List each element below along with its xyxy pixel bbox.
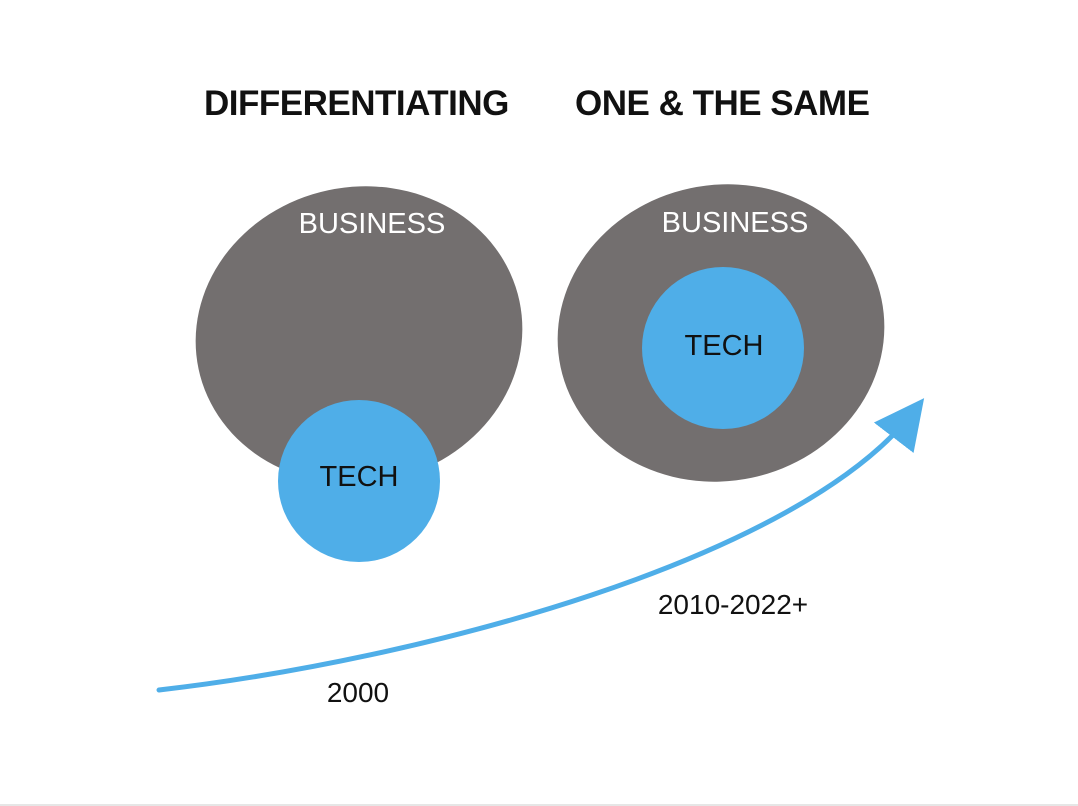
left-tech-circle — [278, 400, 440, 562]
timeline-arrow — [156, 398, 925, 693]
title-one-and-the-same: ONE & THE SAME — [575, 84, 870, 123]
left-tech-label: TECH — [320, 461, 399, 493]
timeline-start-label: 2000 — [327, 677, 389, 708]
title-differentiating: DIFFERENTIATING — [204, 84, 509, 123]
bottom-divider — [0, 804, 1078, 806]
right-diagram: BUSINESS TECH — [557, 184, 885, 482]
right-tech-label: TECH — [685, 330, 764, 362]
left-business-label: BUSINESS — [299, 208, 446, 240]
timeline-end-label: 2010-2022+ — [658, 589, 808, 620]
right-tech-circle — [642, 267, 804, 429]
right-business-label: BUSINESS — [662, 207, 809, 239]
left-business-ellipse — [195, 186, 523, 484]
left-diagram: BUSINESS TECH — [195, 186, 523, 562]
